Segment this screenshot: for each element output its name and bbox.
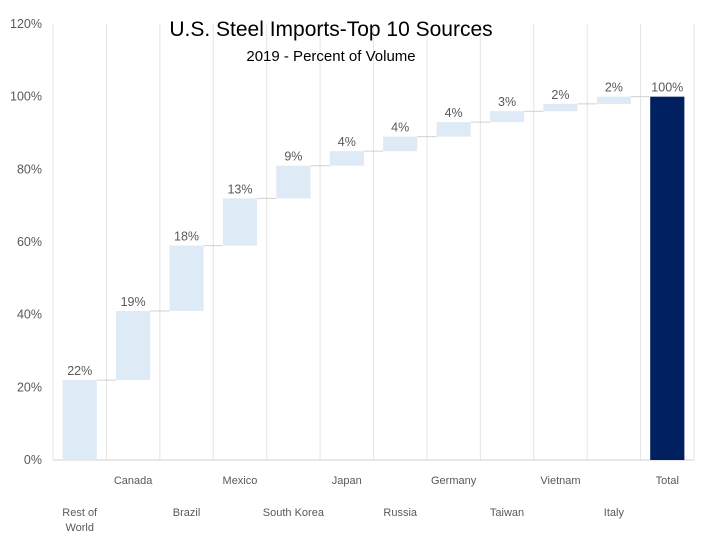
category-label: Brazil [173,507,201,519]
bar-canada [116,311,151,381]
bar-vietnam [543,103,578,112]
data-label: 3% [498,95,516,109]
bar-brazil [169,245,204,312]
bar-germany [436,122,471,137]
category-label: Italy [604,507,625,519]
category-label: Taiwan [490,507,524,519]
chart-title: U.S. Steel Imports-Top 10 Sources [169,18,492,41]
bar-total [650,96,685,461]
y-axis-ticks: 0% 20% 40% 60% 80% 100% 120% [10,17,42,467]
y-tick-label: 40% [17,308,42,322]
bar-japan [329,151,364,166]
category-label: Mexico [223,475,258,487]
category-label: South Korea [263,507,325,519]
data-label: 13% [227,182,252,196]
category-label: Germany [431,475,477,487]
y-tick-label: 80% [17,162,42,176]
y-tick-label: 100% [10,90,42,104]
data-label: 4% [391,121,409,135]
y-tick-label: 20% [17,380,42,394]
category-label: Japan [332,475,362,487]
y-tick-label: 0% [24,453,42,467]
y-tick-label: 120% [10,17,42,31]
data-label: 4% [338,135,356,149]
data-label: 18% [174,230,199,244]
connector-lines [96,96,651,381]
data-label: 19% [121,295,146,309]
data-label: 2% [605,81,623,95]
data-label: 9% [284,150,302,164]
chart-subtitle: 2019 - Percent of Volume [246,48,415,65]
category-label: Rest of World [62,507,98,534]
bar-south-korea [276,165,311,199]
data-label: 2% [551,88,569,102]
category-label: Canada [114,475,153,487]
data-label: 4% [445,106,463,120]
bar-russia [383,136,418,152]
bar-rest-of-world [62,380,97,460]
y-tick-label: 60% [17,235,42,249]
bar-taiwan [489,111,525,123]
bars [62,96,685,461]
data-label: 22% [67,364,92,378]
bar-italy [596,96,631,104]
category-label: Total [656,475,679,487]
category-label: Vietnam [540,475,580,487]
bar-mexico [222,198,258,246]
gridlines [52,24,695,461]
data-label: 100% [651,81,683,95]
x-axis-categories: Rest of World Canada Brazil Mexico South Kore… [62,475,679,534]
category-label: Russia [383,507,418,519]
data-labels: 22% 19% 18% 13% 9% 4% 4% 4% 3% 2% 2% 100% [67,81,683,378]
